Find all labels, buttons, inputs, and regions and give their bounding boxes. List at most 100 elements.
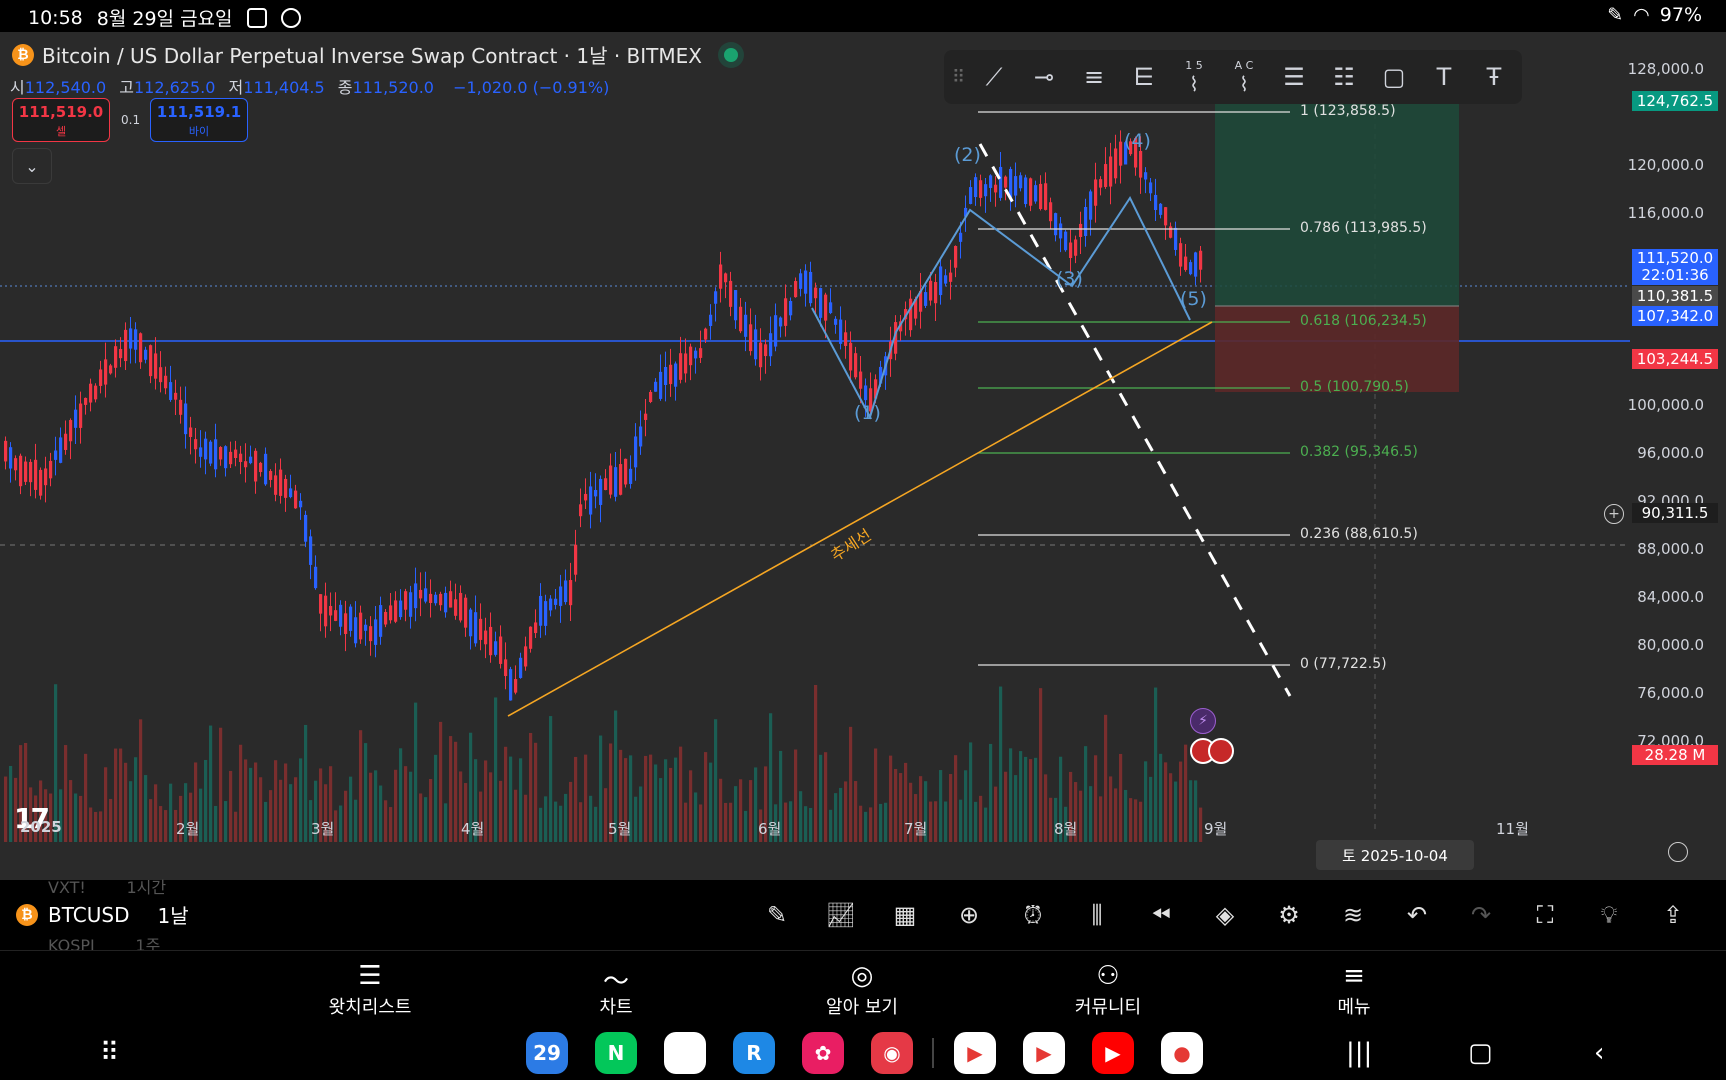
fib-level-label: 0.786 (113,985.5) — [1300, 220, 1427, 236]
symbol-legend[interactable]: ₿ Bitcoin / US Dollar Perpetual Inverse … — [12, 40, 738, 69]
volume-bar — [889, 755, 893, 842]
time-axis-label: 8월 — [1054, 820, 1078, 838]
volume-bar — [989, 743, 993, 842]
volume-bar — [779, 750, 783, 842]
compare-icon[interactable]: ≋ — [1342, 901, 1364, 929]
fib-trend-line[interactable] — [978, 143, 1292, 697]
chart-canvas[interactable] — [0, 32, 1726, 880]
camera-app[interactable]: ◉ — [871, 1032, 913, 1074]
buy-button[interactable]: 111,519.1 바이 — [150, 98, 248, 142]
candle-body — [934, 282, 938, 304]
parallel-channel-icon[interactable]: ≡ — [1083, 63, 1105, 91]
volume-bar — [154, 784, 158, 842]
youtube-red-app[interactable]: ▶ — [1092, 1032, 1134, 1074]
chrome-app[interactable] — [664, 1032, 706, 1074]
candle-body — [559, 586, 563, 606]
pitchfork-icon[interactable]: ⋿ — [1133, 63, 1155, 91]
app-drawer-icon[interactable]: ⠿ — [100, 1038, 120, 1068]
volume-bar — [429, 779, 433, 842]
idea-icon[interactable]: 💡︎ — [1600, 901, 1618, 929]
trend-line-icon[interactable]: ⟋ — [985, 63, 1003, 91]
volume-bar — [169, 783, 173, 842]
elliott-wave-path[interactable] — [811, 195, 1191, 420]
replay-icon[interactable]: ⏪︎ — [1151, 901, 1171, 929]
text-icon[interactable]: T — [1436, 63, 1452, 91]
wifi-icon: ◠ — [1633, 4, 1650, 26]
nav-chart[interactable]: 〜 차트 — [536, 961, 696, 1019]
nav-explore[interactable]: ◎ 알아 보기 — [782, 961, 942, 1019]
volume-bar — [609, 743, 613, 842]
volume-bar — [1159, 753, 1163, 842]
event-flash-icon[interactable]: ⚡ — [1190, 708, 1216, 734]
back-icon[interactable]: ‹ — [1594, 1038, 1605, 1068]
chart-settings-icon[interactable] — [1668, 842, 1688, 862]
nav-menu[interactable]: ≡ 메뉴 — [1274, 961, 1434, 1019]
market-open-icon — [724, 47, 738, 62]
drag-handle-icon[interactable]: ⠿ — [952, 66, 966, 88]
candle-body — [94, 385, 98, 400]
elliott-wave-icon[interactable]: 1 5 ⌇ — [1185, 58, 1203, 96]
add-alert-icon[interactable]: + — [1604, 504, 1624, 524]
candle-body — [804, 270, 808, 294]
horizontal-ray-icon[interactable]: ⊸ — [1033, 63, 1055, 91]
symbol-title: Bitcoin / US Dollar Perpetual Inverse Sw… — [42, 44, 702, 68]
youtube-app[interactable]: ▶ — [1023, 1032, 1065, 1074]
candle-type-icon[interactable]: ⫼ — [1091, 901, 1103, 929]
long-position-loss-zone[interactable] — [1215, 306, 1459, 392]
undo-icon[interactable]: ↶ — [1406, 901, 1428, 929]
volume-bar — [424, 797, 428, 842]
whale-app[interactable]: ● — [1161, 1032, 1203, 1074]
candle-body — [704, 328, 708, 340]
volume-bar — [34, 795, 38, 842]
play-store-app[interactable]: ▶ — [954, 1032, 996, 1074]
volume-bar — [59, 789, 63, 842]
candle-body — [719, 264, 723, 289]
candle-body — [309, 536, 313, 565]
abcd-pattern-icon[interactable]: A C ⌇ — [1234, 58, 1254, 96]
layers-icon[interactable]: ◈ — [1215, 901, 1235, 929]
fib-extension-icon[interactable]: ☷ — [1333, 63, 1355, 91]
rectangle-icon[interactable]: ▢ — [1382, 63, 1406, 91]
candle-body — [134, 329, 138, 350]
add-icon[interactable]: ⊕ — [958, 901, 980, 929]
fib-retracement[interactable] — [978, 111, 1290, 666]
draw-icon[interactable]: ✎ — [766, 901, 788, 929]
candle-body — [1109, 156, 1113, 187]
naver-app[interactable]: N — [595, 1032, 637, 1074]
candle-body — [504, 659, 508, 677]
indicators-icon[interactable]: 📈︎ — [825, 901, 857, 929]
recent-apps-icon[interactable]: ||| — [1346, 1038, 1373, 1068]
nav-watchlist[interactable]: ☰ 왓치리스트 — [290, 961, 450, 1019]
candle-body — [1129, 141, 1133, 155]
trend-line[interactable] — [507, 321, 1213, 717]
volume-bar — [354, 799, 358, 842]
candle-body — [1184, 256, 1188, 270]
fib-retracement-icon[interactable]: ☰ — [1283, 63, 1305, 91]
symbol-selector[interactable]: ₿ BTCUSD 1날 — [16, 900, 189, 929]
interval-selector[interactable]: 1날 — [157, 904, 189, 928]
nav-community[interactable]: ⚇ 커뮤니티 — [1028, 961, 1188, 1019]
anchored-text-icon[interactable]: Ŧ — [1486, 63, 1502, 91]
volume-bar — [724, 802, 728, 842]
home-icon[interactable]: ▢ — [1468, 1038, 1493, 1068]
candle-body — [149, 345, 153, 377]
fullscreen-icon[interactable]: ⛶ — [1536, 901, 1554, 929]
long-position-profit-zone[interactable] — [1215, 98, 1459, 306]
calendar-app[interactable]: 29 — [526, 1032, 568, 1074]
candle-body — [1049, 202, 1053, 222]
candle-body — [694, 350, 698, 359]
settings-icon[interactable]: ⚙ — [1278, 901, 1300, 929]
volume-bar — [254, 762, 258, 842]
chart-area[interactable]: ₿ Bitcoin / US Dollar Perpetual Inverse … — [0, 32, 1726, 880]
us-flag-event-icon[interactable] — [1190, 738, 1234, 764]
flower-app[interactable]: ✿ — [802, 1032, 844, 1074]
alert-icon[interactable]: ⏰︎ — [1023, 901, 1043, 929]
sell-button[interactable]: 111,519.0 셀 — [12, 98, 110, 142]
templates-icon[interactable]: ▦ — [893, 901, 917, 929]
r-app[interactable]: R — [733, 1032, 775, 1074]
share-icon[interactable]: ⇪ — [1662, 901, 1684, 929]
chevron-down-icon[interactable]: ⌄ — [12, 148, 52, 184]
open-value: 112,540.0 — [24, 78, 107, 97]
price-axis-label: 100,000.0 — [1627, 396, 1704, 414]
redo-icon[interactable]: ↷ — [1470, 901, 1492, 929]
